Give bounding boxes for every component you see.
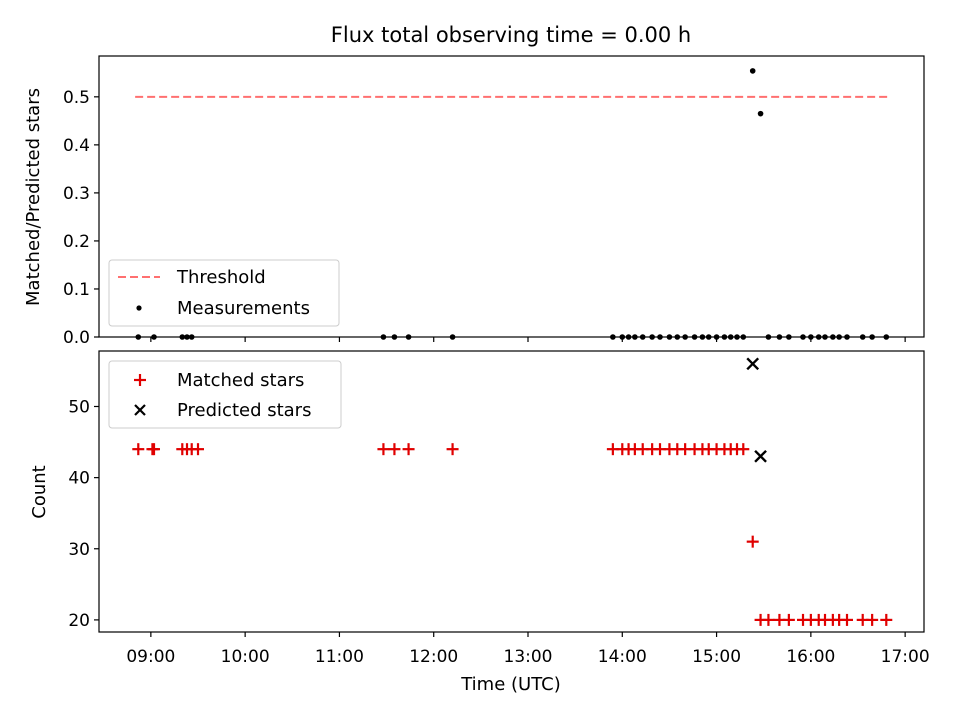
top-y-tick-label: 0.4 <box>63 136 90 156</box>
bottom-plot-frame <box>98 350 925 633</box>
top-legend-box <box>108 259 340 327</box>
top-y-tick-label: 0.3 <box>63 184 90 204</box>
legend-measurements-swatch <box>136 305 142 311</box>
top-y-tick-label: 0.5 <box>63 88 90 108</box>
top-y-tick-label: 0.2 <box>63 232 90 252</box>
x-tick-label: 12:00 <box>409 647 458 667</box>
top-y-tick-label: 0.0 <box>63 328 90 348</box>
bottom-y-tick-label: 50 <box>68 397 90 417</box>
bottom-legend: Matched stars Predicted stars <box>108 360 342 429</box>
matched-star-point <box>880 613 893 626</box>
x-tick-label: 11:00 <box>315 647 364 667</box>
legend-predicted-label: Predicted stars <box>177 400 311 421</box>
x-tick-label: 16:00 <box>786 647 835 667</box>
matched-star-point <box>746 535 759 548</box>
predicted-star-point <box>746 357 760 371</box>
x-axis-label: Time (UTC) <box>460 674 561 695</box>
top-y-tick-label: 0.1 <box>63 280 90 300</box>
x-tick-label: 15:00 <box>692 647 741 667</box>
top-legend: Threshold Measurements <box>108 259 340 327</box>
matched-star-point <box>841 613 853 626</box>
matched-star-point <box>866 613 879 626</box>
predicted-star-point <box>754 449 767 463</box>
top-panel: 0.0 0.1 0.2 0.3 0.4 0.5 Matched/Predicted sta… <box>23 55 925 348</box>
bottom-y-tick-label: 20 <box>68 611 90 631</box>
measurement-point <box>757 110 764 117</box>
matched-star-point <box>388 443 401 456</box>
matched-star-point <box>782 613 795 626</box>
matched-star-point <box>446 443 459 456</box>
top-plot-frame <box>98 55 925 338</box>
x-tick-label: 13:00 <box>504 647 553 667</box>
matched-star-point <box>192 443 204 456</box>
matched-star-point <box>148 443 160 456</box>
matched-star-point <box>737 443 750 456</box>
bottom-legend-box <box>108 360 342 429</box>
legend-measurements-label: Measurements <box>177 298 310 319</box>
x-tick-label: 09:00 <box>126 647 175 667</box>
legend-threshold-label: Threshold <box>176 267 266 288</box>
x-tick-label: 10:00 <box>221 647 270 667</box>
chart-title: Flux total observing time = 0.00 h <box>331 23 691 47</box>
legend-matched-label: Matched stars <box>177 370 304 391</box>
top-y-axis-label: Matched/Predicted stars <box>23 88 44 306</box>
x-tick-label: 17:00 <box>881 647 930 667</box>
bottom-panel: 20 30 40 50 09:00 10:00 11:00 12:00 13:00 14:00 1… <box>29 350 930 695</box>
legend-matched-swatch <box>134 374 146 386</box>
bottom-y-axis-label: Count <box>29 465 50 518</box>
measurement-point <box>749 68 756 74</box>
matched-star-point <box>402 443 415 456</box>
matched-star-point <box>377 443 390 456</box>
bottom-y-tick-label: 30 <box>68 540 90 560</box>
matched-star-point <box>762 613 775 626</box>
bottom-y-tick-label: 40 <box>68 469 90 489</box>
legend-predicted-swatch <box>134 404 146 416</box>
x-tick-label: 14:00 <box>598 647 647 667</box>
matched-star-point <box>132 443 145 456</box>
